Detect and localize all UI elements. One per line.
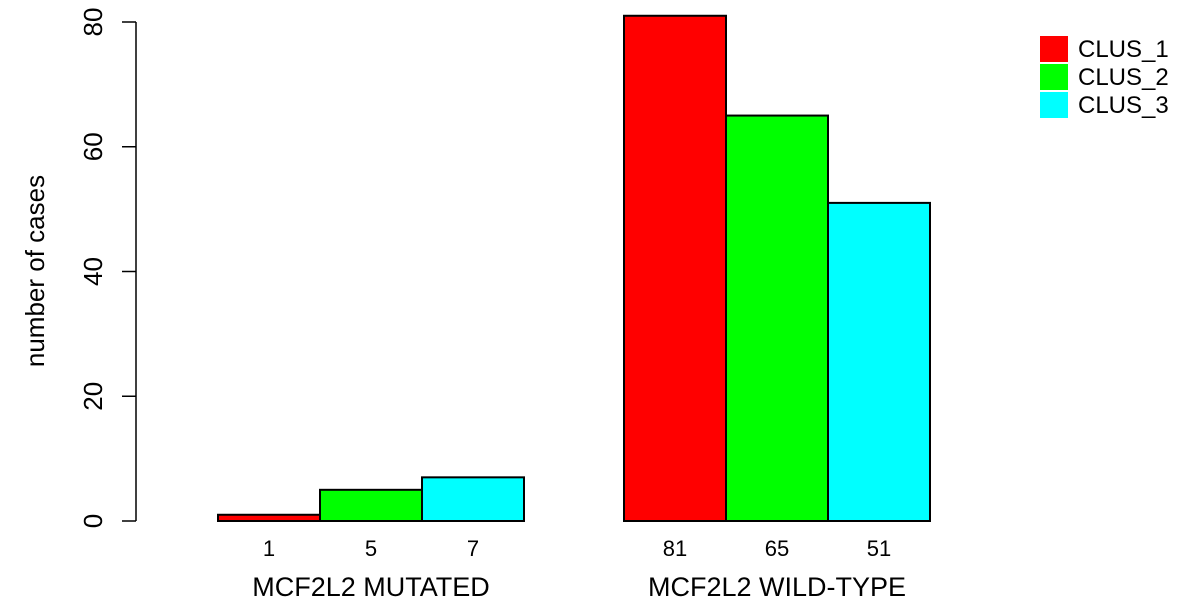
legend-swatch [1040, 36, 1068, 62]
y-tick-label: 40 [78, 257, 108, 286]
category-label: MCF2L2 WILD-TYPE [648, 572, 906, 602]
category-label: MCF2L2 MUTATED [252, 572, 490, 602]
y-tick-label: 60 [78, 132, 108, 161]
y-axis: 0 20 40 60 80 [78, 8, 137, 528]
legend-label: CLUS_2 [1078, 64, 1169, 91]
y-tick-label: 20 [78, 382, 108, 411]
bar-clus-1-0 [217, 513, 321, 523]
bar-clus-1-1 [623, 14, 727, 522]
bar-clus-2-0 [319, 488, 423, 522]
bar-value-label: 51 [867, 536, 891, 561]
legend-label: CLUS_3 [1078, 92, 1169, 119]
y-tick-label: 0 [78, 514, 108, 528]
legend-swatch [1040, 92, 1068, 118]
y-axis-label: number of cases [20, 175, 50, 367]
bar-clus-2-1 [725, 114, 829, 522]
bar-value-labels: 1 5 7 81 65 51 [263, 536, 891, 561]
bar-value-label: 65 [765, 536, 789, 561]
bar-value-label: 7 [467, 536, 479, 561]
bar-value-label: 81 [663, 536, 687, 561]
legend-label: CLUS_1 [1078, 36, 1169, 63]
category-labels: MCF2L2 MUTATED MCF2L2 WILD-TYPE [252, 572, 906, 602]
bar-value-label: 5 [365, 536, 377, 561]
y-tick-label: 80 [78, 8, 108, 37]
bar-clus-3-1 [827, 201, 931, 522]
bar-clus-3-0 [421, 476, 525, 522]
bars [217, 14, 931, 523]
legend-swatch [1040, 64, 1068, 90]
bar-value-label: 1 [263, 536, 275, 561]
